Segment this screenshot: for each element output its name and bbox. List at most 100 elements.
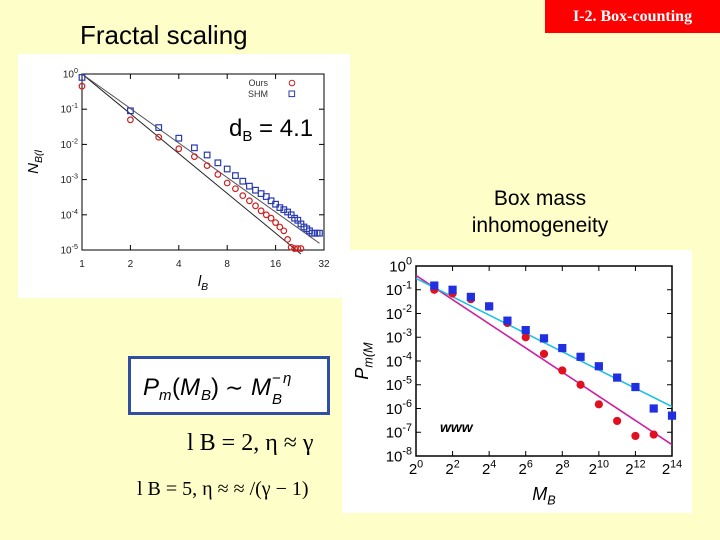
data-point-circle [190,153,198,161]
equation-line-2: l B = 5, η ≈ ≈ /(γ − 1) [137,478,309,500]
fractal-scaling-plot: 1 2 4 8 16 32 100 10-1 10-2 10-3 10-4 10-5 lB NB(l Our… [18,54,350,298]
data-point-square [539,334,549,343]
dimension-subscript: B [242,128,253,145]
y-tick-label: 10-5 [60,242,78,257]
svg-text:η: η [283,370,291,387]
data-point-circle [297,245,305,252]
data-point-circle [280,227,288,235]
fit-line [415,277,673,408]
data-point-square [448,285,457,294]
svg-text:B: B [201,387,211,404]
legend-marker [288,79,296,87]
svg-text:∼: ∼ [225,375,243,400]
data-point-square [576,352,585,361]
data-point-square [272,200,280,208]
legend-label: SHM [248,89,268,99]
y-tick-label: 10-6 [386,398,412,418]
data-point-circle [287,243,295,251]
data-point-square [594,362,603,371]
data-point-square [667,411,677,420]
y-tick-label: 10-4 [386,351,412,371]
x-tick-label: 4 [176,259,182,270]
fit-line [81,73,320,244]
data-point-square [558,343,567,353]
x-axis-label: MB [532,484,555,508]
data-point-circle [272,219,280,227]
data-point-square [631,382,640,392]
data-point-square [232,172,239,179]
y-axis-label: Pm(M [352,342,376,380]
data-point-circle [239,192,247,200]
x-tick-label: 26 [519,458,533,478]
svg-text:M: M [180,374,200,401]
data-point-square [466,292,475,301]
data-point-square [239,177,247,185]
data-point-circle [613,416,622,426]
y-tick-label: 10-7 [386,422,412,442]
y-tick-label: 100 [63,66,78,81]
data-point-square [155,124,163,132]
data-point-circle [214,171,222,178]
data-point-square [246,182,253,190]
data-point-circle [631,431,640,441]
y-tick-label: 10-1 [60,101,78,116]
data-point-circle [576,380,585,389]
box-mass-plot: 20 22 24 26 28 210 212 214 100 10-1 10-2 10-3 10-4 10… [342,250,692,513]
www-label: www [440,419,474,435]
data-point-square [267,197,275,205]
data-point-circle [262,211,270,219]
data-point-square [126,107,134,115]
data-point-circle [126,116,134,124]
data-point-square [262,193,270,200]
svg-text:m: m [159,387,172,404]
data-point-circle [521,333,530,342]
x-axis-label: lB [198,273,208,293]
y-tick-label: 100 [389,256,412,276]
data-point-circle [594,400,603,409]
x-tick-label: 24 [482,458,496,478]
x-tick-label: 20 [409,458,423,478]
y-tick-label: 10-2 [60,136,78,151]
y-tick-label: 10-5 [386,374,412,394]
data-point-square [287,211,295,219]
power-law-formula: P m ( M B ) ∼ M B − η [143,370,291,408]
data-point-square [613,373,622,382]
data-point-circle [257,207,265,215]
x-tick-label: 2 [128,259,134,270]
data-point-square [649,404,658,413]
data-point-circle [267,214,275,222]
data-point-circle [276,223,284,231]
data-point-circle [223,179,231,187]
data-point-square [252,186,259,194]
data-point-square [78,74,86,81]
x-tick-label: 1 [79,259,85,270]
equation-line-1: l B = 2, η ≈ γ [187,430,314,456]
data-point-square [316,229,323,237]
legend-label: Ours [248,78,268,88]
x-tick-label: 214 [662,458,682,478]
data-point-square [214,159,222,167]
slide-title: Fractal scaling [80,20,248,50]
data-point-circle [291,245,298,252]
y-tick-label: 10-3 [60,172,78,187]
box-mass-heading: Box mass inhomogeneity [450,185,630,239]
x-tick-label: 28 [555,458,569,478]
data-point-circle [155,133,163,141]
data-point-circle [246,197,253,205]
data-point-circle [78,82,86,90]
box-mass-line-1: Box mass [493,187,587,210]
svg-text:(: ( [172,374,180,401]
x-tick-label: 210 [589,458,609,478]
fractal-scaling-chart: 1 2 4 8 16 32 100 10-1 10-2 10-3 10-4 10-5 lB NB(l Our… [25,66,330,293]
section-badge: I-2. Box-counting [545,0,720,33]
x-tick-label: 212 [625,458,645,478]
dimension-value: = 4.1 [252,115,314,142]
data-point-square [203,151,211,159]
data-point-circle [232,185,239,193]
svg-text:P: P [143,374,159,401]
x-tick-label: 8 [224,259,230,270]
y-tick-label: 10-2 [386,303,412,323]
power-law-formula-box: P m ( M B ) ∼ M B − η [128,356,330,415]
box-mass-chart: 20 22 24 26 28 210 212 214 100 10-1 10-2 10-3 10-4 10… [352,256,682,508]
y-tick-label: 10-4 [60,207,78,222]
